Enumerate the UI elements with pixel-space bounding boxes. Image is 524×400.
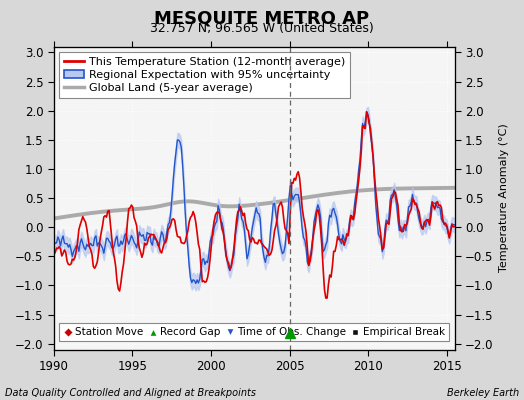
Text: 32.757 N, 96.565 W (United States): 32.757 N, 96.565 W (United States) bbox=[150, 22, 374, 35]
Legend: Station Move, Record Gap, Time of Obs. Change, Empirical Break: Station Move, Record Gap, Time of Obs. C… bbox=[59, 323, 449, 341]
Text: MESQUITE METRO AP: MESQUITE METRO AP bbox=[155, 10, 369, 28]
Text: Data Quality Controlled and Aligned at Breakpoints: Data Quality Controlled and Aligned at B… bbox=[5, 388, 256, 398]
Y-axis label: Temperature Anomaly (°C): Temperature Anomaly (°C) bbox=[499, 124, 509, 272]
Text: Berkeley Earth: Berkeley Earth bbox=[446, 388, 519, 398]
